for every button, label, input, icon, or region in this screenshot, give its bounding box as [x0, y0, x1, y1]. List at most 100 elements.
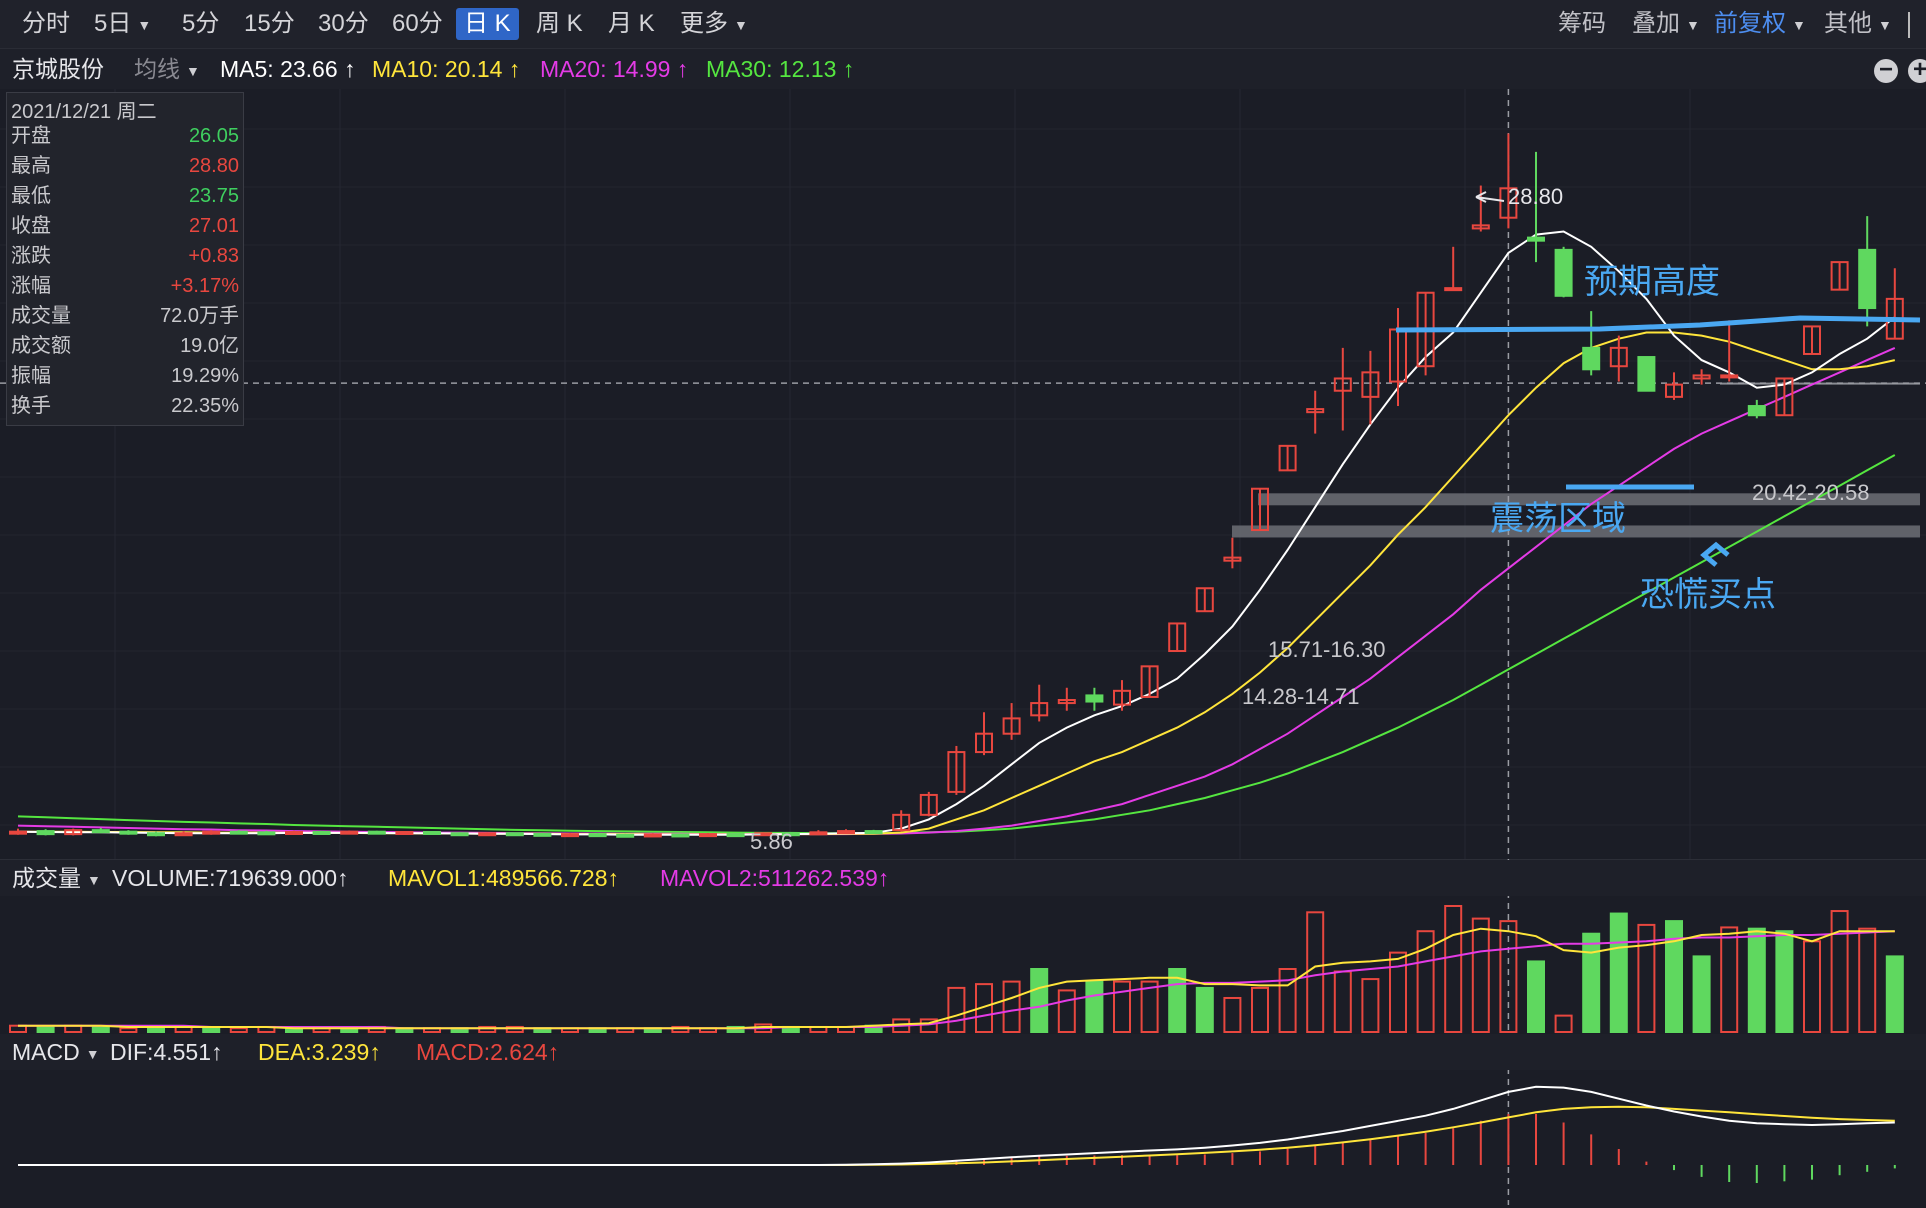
volume-bar [1637, 923, 1656, 1034]
tab-weekly[interactable]: 周 K [536, 8, 583, 40]
candle-body [285, 830, 303, 835]
candle-body [36, 830, 55, 836]
candle-body [919, 793, 938, 816]
zoom-in-icon[interactable]: + [1908, 58, 1926, 83]
candle-body [754, 832, 773, 837]
price-panel-divider [0, 859, 1926, 860]
volume-bar [229, 1027, 248, 1033]
mavol1-value: MAVOL1:489566.728↑ [388, 865, 620, 891]
band-label-1: 15.71-16.30 [1268, 637, 1385, 662]
zoom-out-icon[interactable]: − [1874, 58, 1898, 83]
candle-body [1499, 187, 1518, 219]
tab-15min[interactable]: 15分 [244, 8, 295, 40]
tab-monthly[interactable]: 月 K [608, 8, 655, 40]
volume-bar [1416, 930, 1435, 1034]
panic-marker [1700, 541, 1730, 567]
panel-toggle-icon[interactable] [1908, 12, 1926, 38]
chevron-down-icon: ▼ [1878, 16, 1892, 33]
macd-indicator-label: MACD [12, 1039, 80, 1065]
volume-bar [975, 983, 993, 1033]
candle-body [257, 831, 276, 836]
other-dropdown[interactable]: 其他 ▼ [1824, 8, 1892, 40]
candle-body [1057, 699, 1076, 705]
volume-bar [726, 1025, 745, 1034]
panel-row-key: 开盘 [11, 125, 51, 147]
volume-bar [1582, 932, 1601, 1033]
volume-bar [1527, 960, 1545, 1033]
candle-body [1747, 405, 1766, 417]
panel-row-4: 涨跌 +0.83 [11, 241, 239, 271]
tab-5min[interactable]: 5分 [182, 8, 219, 40]
candle-body [726, 833, 745, 838]
volume-bar [1830, 910, 1849, 1033]
candle-body [1085, 694, 1104, 703]
tab-minute[interactable]: 分时 [22, 8, 70, 40]
volume-bar [119, 1027, 138, 1033]
tab-5day[interactable]: 5日 ▼ [94, 8, 151, 40]
volume-bar [1499, 920, 1518, 1033]
tab-more[interactable]: 更多 ▼ [680, 8, 748, 40]
chips-button[interactable]: 筹码 [1558, 8, 1606, 40]
tab-30min[interactable]: 30分 [318, 8, 369, 40]
panel-row-value: 28.80 [188, 155, 239, 177]
candle-body [533, 832, 552, 837]
candle-body [1030, 702, 1049, 717]
dea-line [18, 1105, 1895, 1166]
candle-body [643, 833, 662, 838]
tab-label: 更多 [680, 10, 728, 37]
panel-row-value: 19.29% [171, 365, 239, 387]
expected-height-label: 预期高度 [1584, 263, 1720, 301]
panel-row-8: 振幅 19.29% [11, 361, 239, 391]
volume-bar [1278, 968, 1297, 1033]
low-price-label: 5.86 [750, 829, 793, 854]
macd-indicator-dropdown[interactable]: MACD ▼ [12, 1038, 100, 1068]
volume-bar [36, 1025, 55, 1034]
adjust-dropdown[interactable]: 前复权 ▼ [1714, 8, 1806, 40]
candle-body [1775, 377, 1794, 417]
candle-body [505, 832, 524, 837]
candle-body [64, 829, 83, 836]
candle-body [1195, 587, 1214, 613]
panel-row-value: 19.0亿 [180, 335, 239, 357]
high-price-label: 28.80 [1508, 184, 1563, 209]
tab-60min[interactable]: 60分 [392, 8, 443, 40]
volume-bar [1251, 986, 1269, 1034]
volume-bar [1223, 996, 1242, 1033]
candle-body [1361, 371, 1380, 398]
candle-body [561, 833, 579, 838]
candle-body [864, 830, 883, 835]
panel-row-value: 27.01 [188, 215, 239, 237]
tab-label: 周 K [536, 10, 583, 37]
candle-body [975, 732, 993, 754]
candle-body [1665, 383, 1683, 398]
candle-body [1554, 248, 1573, 297]
candle-body [1582, 346, 1601, 371]
candle-body [699, 833, 717, 838]
candle-body [1278, 444, 1297, 472]
ma-mode-dropdown[interactable]: 均线 ▼ [134, 55, 200, 85]
panel-row-0: 开盘 26.05 [11, 121, 239, 151]
dif-line [18, 1085, 1895, 1166]
panel-row-7: 成交额 19.0亿 [11, 331, 239, 361]
overlay-dropdown[interactable]: 叠加 ▼ [1632, 8, 1700, 40]
candle-body [119, 830, 138, 835]
chevron-down-icon: ▼ [85, 1045, 100, 1062]
candle-body [1830, 261, 1849, 291]
panel-row-key: 最高 [11, 155, 51, 177]
panel-row-key: 成交量 [11, 305, 71, 327]
ma-mode-label: 均线 [134, 56, 180, 82]
candle-body [1113, 689, 1131, 706]
candle-body [1333, 377, 1352, 392]
tab-daily[interactable]: 日 K [456, 8, 519, 40]
panel-row-key: 涨幅 [11, 275, 51, 297]
volume-value: VOLUME:719639.000↑ [112, 865, 349, 891]
volume-bar [1858, 927, 1877, 1033]
ma30-value: MA30: 12.13 ↑ [706, 56, 855, 82]
panel-row-9: 换手 22.35% [11, 391, 239, 421]
tab-label: 30分 [318, 10, 369, 37]
volume-bar [1113, 980, 1131, 1033]
volume-indicator-dropdown[interactable]: 成交量 ▼ [12, 864, 101, 894]
panel-row-key: 涨跌 [11, 245, 51, 267]
volume-bar [1803, 940, 1821, 1034]
